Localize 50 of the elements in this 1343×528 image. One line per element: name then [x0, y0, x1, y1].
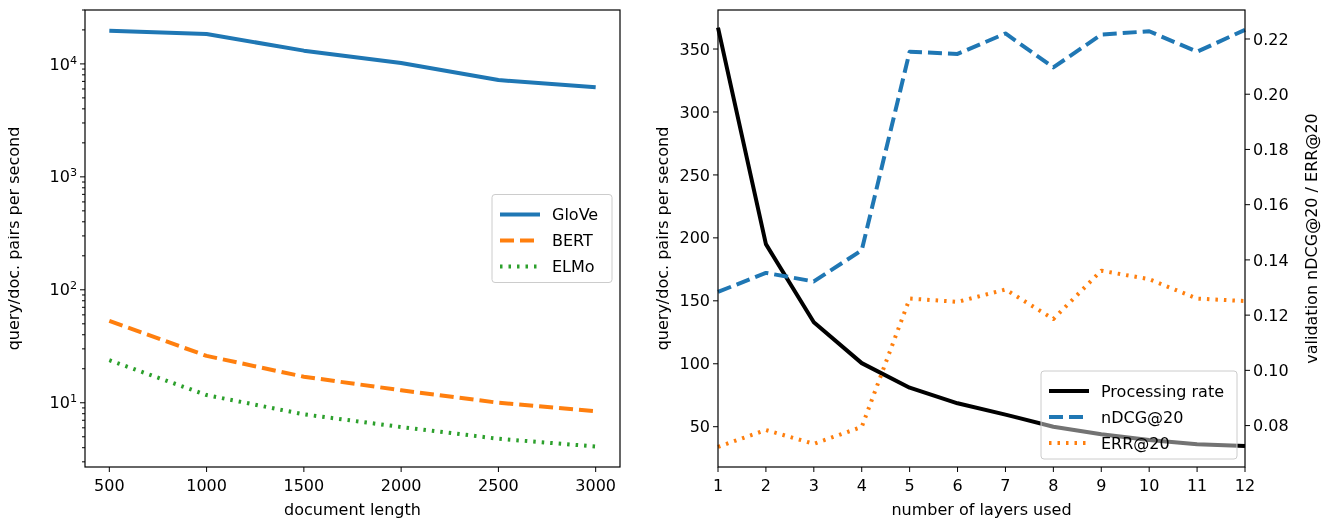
x-tick-label: 1	[712, 476, 724, 495]
x-axis-title: document length	[284, 500, 421, 519]
y2-tick-label: 0.08	[1253, 416, 1289, 436]
x-tick-label: 4	[856, 476, 867, 495]
y-tick-label: 200	[679, 228, 710, 248]
legend-label: ERR@20	[1101, 433, 1170, 453]
x-tick-label: 500	[94, 476, 125, 495]
y2-tick-label: 0.18	[1253, 140, 1289, 160]
x-tick-label: 8	[1048, 476, 1059, 495]
line-series	[107, 28, 598, 90]
y2-axis-title: validation nDCG@20 / ERR@20	[1302, 113, 1321, 364]
y-tick-label: 250	[679, 165, 710, 185]
y-tick-label: 100	[679, 354, 710, 374]
y-axis-title: query/doc. pairs per second	[653, 126, 672, 351]
y-tick-label: 10$^{4}$	[49, 52, 77, 74]
x-tick-label: 5	[904, 476, 915, 495]
y2-tick-label: 0.12	[1253, 305, 1289, 325]
legend-label: GloVe	[552, 205, 599, 225]
legend-label: Processing rate	[1101, 381, 1225, 401]
x-tick-label: 12	[1234, 476, 1256, 495]
y-tick-label: 10$^{3}$	[49, 165, 77, 187]
y-tick-label: 50	[689, 417, 710, 437]
x-tick-label: 2	[760, 476, 771, 495]
y-tick-label: 150	[679, 291, 710, 311]
x-tick-label: 1500	[283, 476, 325, 495]
y2-tick-label: 0.10	[1253, 360, 1289, 380]
x-tick-label: 9	[1096, 476, 1107, 495]
line-series	[716, 27, 1247, 294]
x-axis-title: number of layers used	[891, 500, 1072, 519]
y2-tick-label: 0.16	[1253, 195, 1289, 215]
x-tick-label: 10	[1139, 476, 1160, 495]
y2-tick-label: 0.22	[1253, 29, 1289, 49]
x-tick-label: 1000	[186, 476, 227, 495]
legend-label: nDCG@20	[1101, 407, 1184, 427]
y2-tick-label: 0.20	[1253, 84, 1289, 104]
legend-label: ELMo	[552, 257, 595, 277]
x-tick-label: 2500	[478, 476, 519, 495]
y-tick-label: 10$^{2}$	[49, 278, 77, 300]
line-series	[107, 358, 598, 449]
y-tick-label: 350	[679, 39, 710, 59]
x-tick-label: 11	[1186, 476, 1208, 495]
legend-label: BERT	[552, 231, 594, 251]
y-tick-label: 10$^{1}$	[49, 391, 77, 413]
x-tick-label: 7	[1000, 476, 1011, 495]
y-tick-label: 300	[679, 102, 710, 122]
y2-tick-label: 0.14	[1253, 250, 1289, 270]
x-tick-label: 2000	[380, 476, 422, 495]
x-tick-label: 3000	[575, 476, 617, 495]
x-tick-label: 3	[808, 476, 819, 495]
x-tick-label: 6	[952, 476, 963, 495]
